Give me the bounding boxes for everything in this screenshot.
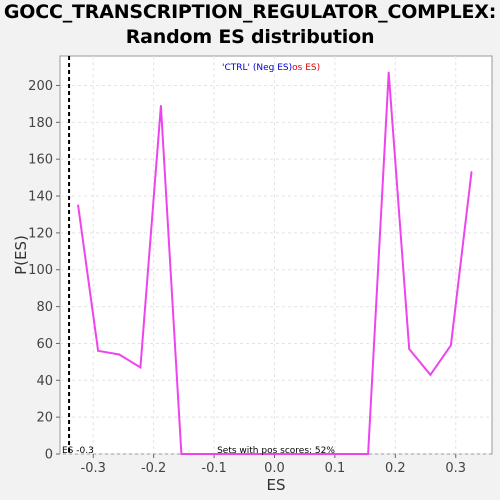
data-point	[97, 349, 99, 352]
data-point	[221, 453, 224, 455]
data-point	[305, 453, 308, 455]
chart-title-line2: Random ES distribution	[125, 26, 375, 48]
y-tick-label: 160	[28, 153, 53, 168]
data-point	[429, 373, 432, 376]
data-point	[118, 353, 121, 356]
x-tick-label: 0.2	[385, 461, 406, 476]
x-tick-label: -0.3	[81, 461, 106, 476]
x-tick-label: 0.3	[445, 461, 466, 476]
y-tick-label: 200	[28, 79, 53, 94]
legend-neg: Neg ES)	[256, 63, 292, 73]
data-point	[201, 453, 203, 455]
data-point	[284, 453, 287, 455]
data-point	[160, 104, 162, 107]
data-point	[242, 453, 245, 455]
data-point	[387, 71, 390, 74]
x-tick-label: -0.1	[201, 461, 226, 476]
legend-pos: os ES)	[292, 63, 320, 73]
y-tick-label: 40	[36, 374, 53, 389]
legend-prefix: 'CTRL' (	[222, 63, 256, 73]
y-tick-label: 20	[36, 411, 53, 426]
y-tick-label: 140	[28, 190, 53, 205]
series	[77, 71, 473, 455]
es-label: ES -0.3	[62, 446, 94, 456]
data-point	[367, 453, 370, 455]
ticks: -0.3 -0.2 -0.1 0.0 0.1 0.2 0.3 0 20 40 60 80 100 120 1…	[28, 79, 466, 476]
pos-scores-annotation: Sets with pos scores: 52%	[217, 446, 335, 456]
data-point	[77, 204, 80, 207]
chart-title-line1: GOCC_TRANSCRIPTION_REGULATOR_COMPLEX:	[3, 1, 497, 23]
y-tick-label: 180	[28, 116, 53, 131]
x-tick-label: 0.1	[325, 461, 346, 476]
y-tick-label: 100	[28, 263, 53, 278]
y-tick-label: 0	[45, 448, 53, 463]
y-tick-label: 120	[28, 226, 53, 241]
chart-title: GOCC_TRANSCRIPTION_REGULATOR_COMPLEX: Ra…	[0, 0, 500, 50]
data-point	[263, 453, 266, 455]
grid	[60, 56, 492, 455]
x-axis-title: ES	[267, 476, 286, 494]
data-point	[326, 453, 328, 455]
data-point	[346, 453, 349, 455]
data-point	[180, 453, 183, 455]
legend: 'CTRL' (Neg ES)os ES)	[222, 63, 320, 73]
y-axis-title: P(ES)	[12, 235, 30, 275]
data-point	[139, 366, 142, 369]
data-point	[450, 344, 452, 347]
y-tick-label: 80	[36, 300, 53, 315]
data-point	[408, 348, 411, 350]
x-tick-label: -0.2	[141, 461, 166, 476]
plot-area	[59, 55, 493, 455]
es-distribution-line	[77, 72, 473, 455]
data-point	[470, 171, 473, 173]
x-tick-label: 0.0	[264, 461, 285, 476]
y-tick-label: 60	[36, 337, 53, 352]
